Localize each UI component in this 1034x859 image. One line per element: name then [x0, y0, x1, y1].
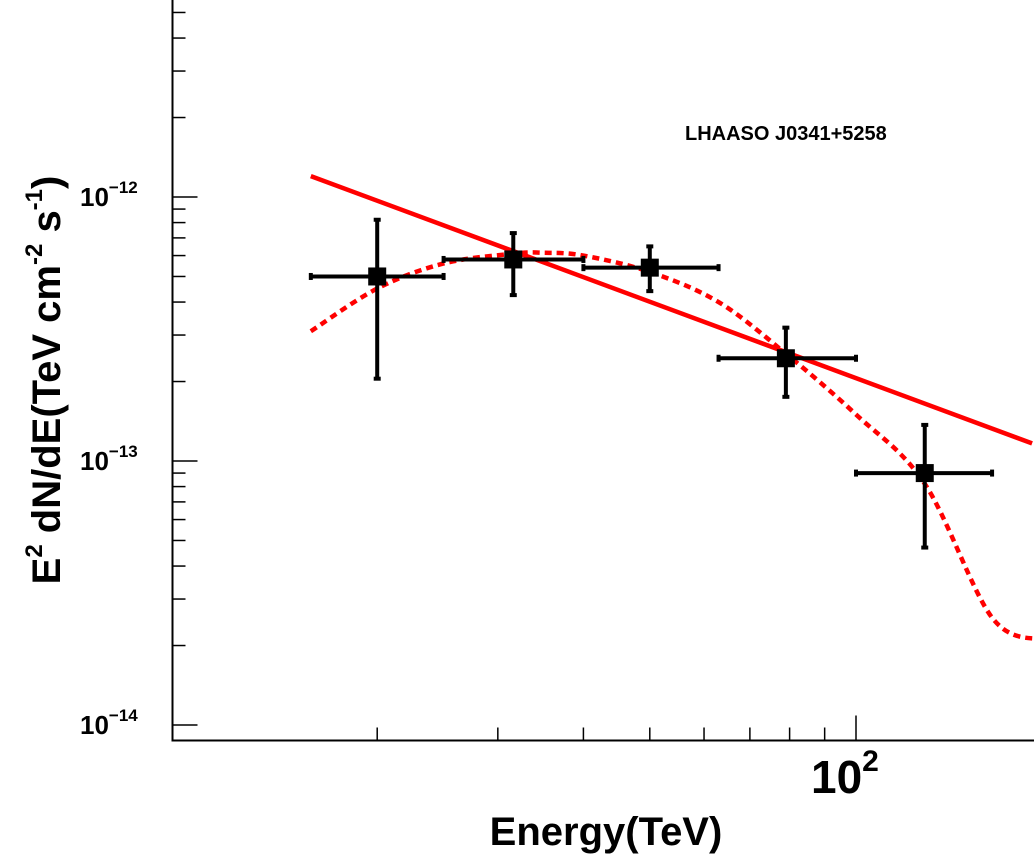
- point-marker: [504, 250, 523, 269]
- y-label-base: E: [25, 558, 69, 585]
- point-marker: [640, 258, 659, 277]
- data-point: [581, 244, 721, 294]
- data-point: [441, 231, 586, 298]
- y-tick-label: 10−13: [80, 442, 138, 476]
- power-law-fit: [310, 173, 1033, 446]
- y-tick-label: 10−14: [80, 706, 138, 740]
- data-points: [308, 217, 995, 550]
- y-label-mid-sup: -2: [21, 244, 48, 265]
- x-axis-label: Energy(TeV): [490, 810, 723, 854]
- y-tick-label-exp: −13: [109, 442, 138, 461]
- y-tick-label: 10−12: [80, 178, 138, 212]
- data-point: [716, 325, 858, 399]
- x-tick-label: 102: [811, 745, 879, 803]
- x-tick-label-base: 10: [811, 751, 862, 803]
- source-annotation: LHAASO J0341+5258: [685, 123, 887, 145]
- y-tick-label-base: 10: [80, 710, 109, 740]
- data-point: [308, 217, 446, 381]
- point-marker: [368, 267, 387, 286]
- y-axis-label: E2 dN/dE(TeV cm-2 s-1): [21, 176, 69, 585]
- y-label-tail: s: [25, 210, 69, 243]
- log-parabola-fit: [309, 250, 1034, 641]
- y-label-end: ): [25, 176, 69, 189]
- fit-curves: [309, 173, 1034, 641]
- point-marker: [915, 464, 934, 483]
- y-tick-label-exp: −14: [109, 706, 138, 725]
- plot-frame: [171, 0, 1034, 742]
- data-point: [854, 422, 995, 550]
- y-tick-label-exp: −12: [109, 178, 138, 197]
- y-tick-label-base: 10: [80, 182, 109, 212]
- y-label-tail-sup: -1: [21, 189, 48, 210]
- axis-ticks: [172, 11, 857, 741]
- y-tick-label-base: 10: [80, 446, 109, 476]
- y-label-mid: dN/dE(TeV cm: [25, 265, 69, 544]
- point-marker: [776, 349, 795, 368]
- x-tick-label-exp: 2: [862, 745, 879, 778]
- y-label-base-sup: 2: [21, 544, 48, 557]
